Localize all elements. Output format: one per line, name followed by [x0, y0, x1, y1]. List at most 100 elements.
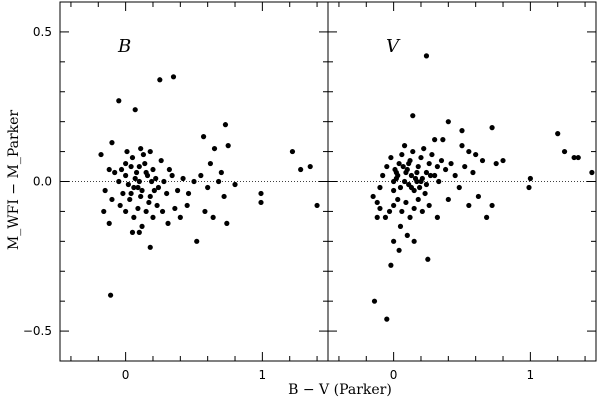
panel-b-ticks: [60, 2, 328, 361]
data-point: [452, 172, 458, 179]
y-tick-label: −0.5: [23, 324, 52, 338]
x-tick-label: 1: [259, 368, 267, 382]
data-point: [575, 154, 581, 161]
data-point: [116, 98, 122, 104]
data-point: [169, 172, 175, 179]
data-point: [131, 214, 137, 220]
data-point: [258, 199, 264, 206]
data-point: [143, 208, 149, 215]
data-point: [418, 178, 424, 185]
data-point: [410, 113, 416, 119]
data-point: [382, 214, 389, 220]
data-point: [484, 214, 490, 220]
data-point: [493, 160, 499, 167]
data-point: [397, 184, 404, 191]
data-point: [395, 172, 401, 179]
data-point: [222, 122, 229, 128]
x-tick-label: 0: [122, 368, 130, 382]
data-point: [445, 119, 451, 125]
panel-v-label: V: [386, 36, 401, 57]
data-point: [133, 169, 140, 176]
data-point: [180, 175, 186, 182]
data-point: [194, 238, 200, 244]
data-point: [225, 143, 231, 149]
data-point: [489, 202, 495, 209]
y-axis-title: M_WFI − M_Parker: [6, 110, 22, 251]
data-point: [106, 220, 112, 226]
data-point: [174, 187, 181, 194]
data-point: [205, 184, 211, 191]
data-point: [307, 163, 313, 170]
data-point: [418, 154, 424, 161]
data-point: [128, 190, 134, 197]
data-point: [414, 169, 420, 176]
data-point: [200, 134, 207, 140]
data-point: [132, 107, 138, 113]
data-point: [140, 151, 147, 158]
data-point: [136, 229, 142, 235]
data-point: [185, 190, 192, 197]
data-point: [421, 145, 427, 152]
data-point: [116, 178, 122, 185]
data-point: [408, 172, 415, 179]
data-point: [146, 199, 152, 206]
data-point: [571, 154, 577, 161]
data-point: [403, 199, 409, 206]
data-point: [135, 205, 141, 212]
data-point: [380, 172, 386, 179]
data-point: [448, 160, 454, 167]
data-point: [589, 169, 595, 176]
data-point: [466, 202, 472, 209]
data-point: [132, 175, 138, 182]
data-point: [386, 208, 393, 215]
y-tick-label: 0.0: [33, 175, 52, 189]
data-point: [154, 202, 160, 209]
data-point: [423, 53, 430, 59]
data-point: [159, 208, 166, 215]
data-point: [561, 148, 568, 155]
data-point: [102, 187, 108, 194]
panel-v: V: [327, 1, 597, 362]
data-point: [128, 163, 134, 170]
data-point: [289, 148, 296, 155]
data-point: [388, 154, 394, 161]
data-point: [191, 178, 197, 185]
data-point: [123, 172, 129, 179]
data-point: [298, 166, 304, 173]
data-point: [117, 202, 123, 209]
data-point: [165, 220, 171, 226]
data-point: [475, 193, 482, 200]
data-point: [407, 214, 413, 220]
data-point: [415, 196, 421, 203]
data-point: [211, 145, 218, 152]
data-point: [166, 166, 172, 173]
x-axis-title: B − V (Parker): [288, 382, 392, 398]
data-point: [391, 238, 397, 244]
data-point: [101, 208, 107, 215]
panel-v-frame: [327, 1, 597, 362]
data-point: [127, 196, 133, 203]
data-point: [419, 208, 425, 215]
data-point: [147, 244, 153, 250]
data-point: [143, 169, 149, 176]
y-tick-label: 0.5: [33, 25, 52, 39]
data-point: [258, 190, 264, 197]
data-point: [426, 160, 432, 167]
data-point: [139, 223, 145, 229]
data-point: [406, 160, 412, 167]
panel-v-ticks: [328, 2, 596, 361]
panel-b-label: B: [117, 36, 131, 57]
data-point: [470, 169, 476, 176]
data-point: [184, 202, 190, 209]
data-point: [426, 202, 432, 209]
panel-v-points: [370, 53, 595, 322]
data-point: [155, 184, 162, 191]
data-point: [384, 163, 390, 170]
data-point: [98, 151, 104, 158]
data-point: [401, 143, 408, 149]
data-point: [401, 178, 408, 185]
data-point: [139, 187, 145, 194]
data-point: [118, 166, 125, 173]
data-point: [500, 157, 506, 164]
data-point: [434, 214, 440, 220]
